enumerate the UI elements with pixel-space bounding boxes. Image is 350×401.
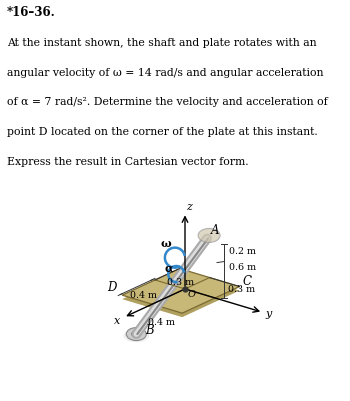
Text: x: x: [113, 316, 120, 326]
Text: of α = 7 rad/s². Determine the velocity and acceleration of: of α = 7 rad/s². Determine the velocity …: [7, 97, 328, 107]
Ellipse shape: [198, 229, 220, 243]
Text: 0.6 m: 0.6 m: [229, 263, 256, 271]
Polygon shape: [122, 269, 240, 314]
Text: At the instant shown, the shaft and plate rotates with an: At the instant shown, the shaft and plat…: [7, 38, 317, 48]
Text: angular velocity of ω = 14 rad/s and angular acceleration: angular velocity of ω = 14 rad/s and ang…: [7, 68, 323, 78]
Ellipse shape: [126, 328, 146, 341]
Text: B: B: [145, 323, 154, 336]
Text: 0.3 m: 0.3 m: [228, 285, 256, 294]
Text: D: D: [107, 280, 117, 294]
Text: Express the result in Cartesian vector form.: Express the result in Cartesian vector f…: [7, 156, 248, 166]
Text: 0.3 m: 0.3 m: [167, 277, 195, 286]
Text: ω: ω: [161, 237, 172, 248]
Text: y: y: [265, 309, 271, 318]
Text: α: α: [164, 262, 173, 273]
Text: O: O: [188, 289, 196, 298]
Text: point D located on the corner of the plate at this instant.: point D located on the corner of the pla…: [7, 127, 318, 137]
Text: 0.2 m: 0.2 m: [229, 247, 256, 255]
Text: z: z: [186, 202, 192, 212]
Ellipse shape: [123, 330, 149, 342]
Text: C: C: [243, 274, 252, 287]
Text: 0.4 m: 0.4 m: [130, 290, 157, 299]
Ellipse shape: [132, 331, 141, 337]
Text: 0.4 m: 0.4 m: [148, 317, 175, 326]
Text: A: A: [211, 224, 219, 237]
Text: *16–36.: *16–36.: [7, 6, 56, 19]
Polygon shape: [122, 273, 240, 317]
